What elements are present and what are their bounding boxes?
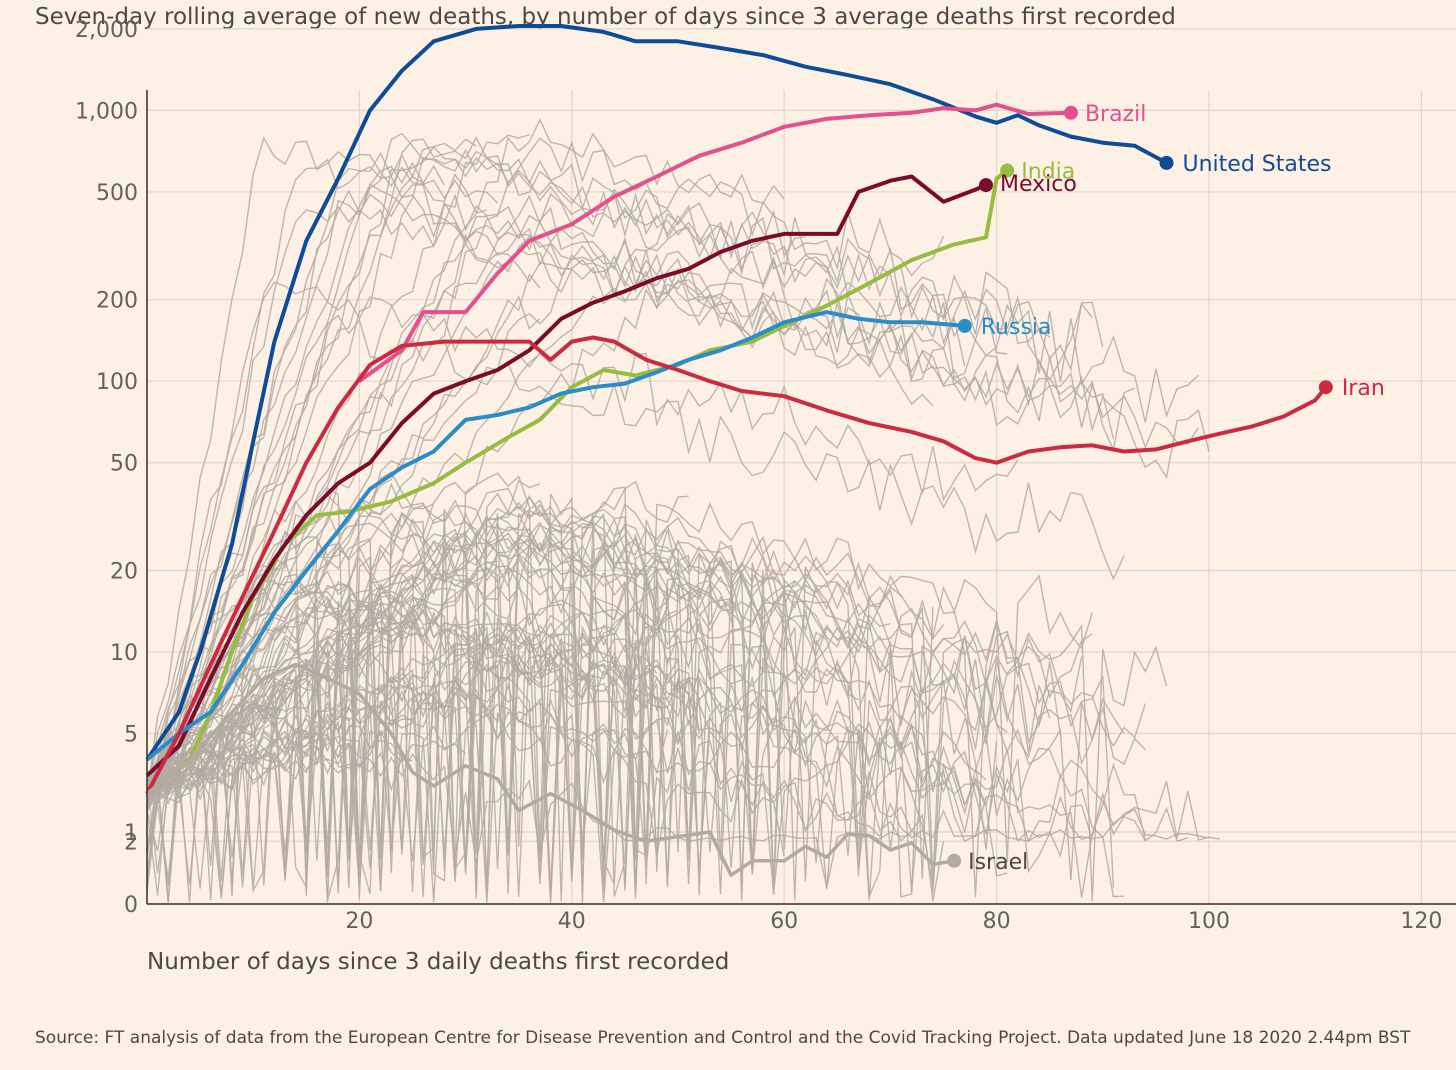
y-tick-label: 2,000 [75, 18, 138, 43]
y-tick-label: 100 [96, 370, 138, 395]
background-series-line [146, 253, 1210, 797]
y-tick-label: 500 [96, 181, 138, 206]
y-tick-label: 2 [124, 830, 138, 855]
israel-label: Israel [968, 850, 1028, 875]
russia-label: Russia [981, 315, 1052, 340]
mexico-line [145, 174, 987, 777]
source-note: Source: FT analysis of data from the Eur… [35, 1028, 1411, 1048]
x-tick-label: 80 [983, 909, 1011, 934]
mexico-end-marker [978, 178, 993, 193]
y-tick-label: 200 [96, 289, 138, 314]
chart-title: Seven-day rolling average of new deaths,… [35, 4, 1176, 30]
background-series-line [146, 137, 945, 791]
background-series-line [146, 278, 1199, 788]
background-series-line [146, 599, 998, 899]
background-series-line [146, 532, 732, 902]
iran-end-marker [1318, 380, 1333, 395]
united-states-label: United States [1183, 152, 1332, 177]
y-tick-label: 5 [124, 723, 138, 748]
iran-line [145, 335, 1328, 795]
background-series-line [146, 486, 1093, 894]
background-country-lines [146, 118, 1220, 904]
united-states-end-marker [1159, 155, 1174, 170]
russia-line [145, 310, 965, 762]
background-series-line [146, 192, 1199, 810]
x-tick-label: 20 [345, 909, 373, 934]
y-tick-label: 20 [110, 559, 138, 584]
background-series-line [146, 609, 966, 903]
background-series-line [146, 532, 859, 896]
india-end-marker [1000, 163, 1015, 178]
x-tick-label: 120 [1400, 909, 1442, 934]
background-series-line [146, 581, 1210, 893]
background-series-line [146, 212, 679, 795]
background-series-line [146, 148, 1104, 779]
background-series-line [146, 598, 785, 896]
y-tick-label: 50 [110, 452, 138, 477]
y-tick-label: 0 [124, 893, 138, 918]
brazil-label: Brazil [1085, 102, 1146, 127]
brazil-line [358, 102, 1071, 383]
background-series-line [146, 606, 669, 862]
israel-line [145, 662, 955, 877]
mexico-label: Mexico [1000, 172, 1077, 197]
background-series-line [146, 710, 923, 903]
y-tick-label: 1 [124, 821, 138, 846]
x-tick-label: 40 [558, 909, 586, 934]
x-axis-label: Number of days since 3 daily deaths firs… [147, 949, 729, 975]
background-series-line [146, 189, 1115, 799]
x-tick-label: 100 [1188, 909, 1230, 934]
india-label: India [1021, 159, 1075, 184]
background-series-line [146, 590, 626, 889]
background-series-line [146, 504, 1083, 898]
background-series-line [146, 138, 477, 794]
highlighted-country-lines [145, 24, 1333, 877]
background-series-line [146, 508, 1115, 895]
united-states-line [145, 24, 1168, 761]
background-series-line [146, 685, 785, 903]
background-series-line [146, 650, 945, 902]
y-tick-label: 10 [110, 641, 138, 666]
background-series-line [146, 205, 572, 791]
background-series-line [146, 136, 498, 797]
y-tick-label: 1,000 [75, 99, 138, 124]
background-series-line [146, 511, 1061, 901]
background-series-line [146, 151, 487, 790]
background-series-line [146, 501, 945, 902]
chart-axes: 0 12 5 10 20 50 100 200 500 1,000 2,000 20 40 60 80 100… [75, 18, 1456, 934]
background-series-line [146, 653, 658, 903]
russia-end-marker [957, 318, 972, 333]
background-series-line [146, 232, 934, 797]
background-series-line [146, 549, 1146, 885]
background-series-line [146, 559, 1008, 903]
israel-end-marker [947, 853, 962, 868]
chart-grid [147, 28, 1456, 905]
brazil-end-marker [1063, 105, 1078, 120]
iran-label: Iran [1342, 376, 1385, 401]
background-series-line [146, 273, 541, 797]
background-series-line [146, 742, 912, 889]
background-series-line [146, 729, 467, 899]
x-tick-label: 60 [770, 909, 798, 934]
